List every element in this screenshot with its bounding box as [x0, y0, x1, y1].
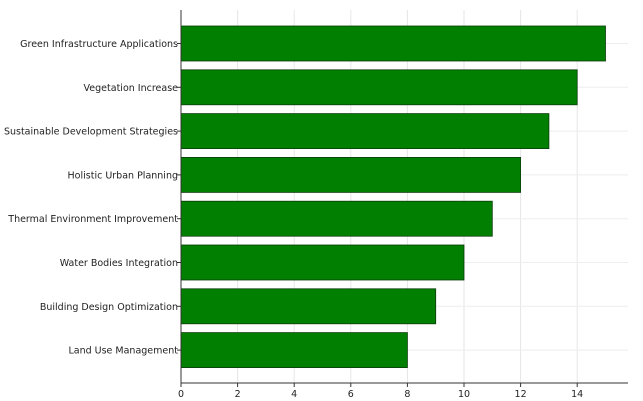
x-tick-label: 14	[571, 389, 583, 400]
grid-layer	[181, 10, 628, 383]
category-label: Water Bodies Integration	[60, 258, 178, 269]
category-label: Holistic Urban Planning	[68, 170, 178, 181]
bar	[180, 25, 606, 62]
category-label: Thermal Environment Improvement	[7, 214, 178, 225]
category-label: Building Design Optimization	[40, 302, 178, 313]
category-label: Green Infrastructure Applications	[20, 39, 178, 50]
axis-layer	[180, 10, 628, 384]
bar	[180, 156, 522, 193]
x-tick-label: 4	[291, 389, 297, 400]
category-label: Vegetation Increase	[84, 83, 179, 94]
x-tick-label: 8	[404, 389, 410, 400]
x-tick-label: 0	[178, 389, 184, 400]
x-ticks: 0 2 4 6 8 10 12 14	[178, 383, 583, 400]
bar	[180, 200, 493, 237]
bar	[180, 244, 465, 281]
x-tick-label: 2	[235, 389, 241, 400]
x-tick-label: 6	[348, 389, 354, 400]
bar	[180, 69, 578, 106]
bar	[180, 288, 437, 325]
category-labels: Green Infrastructure Applications Vegetat…	[4, 39, 181, 357]
x-tick-label: 10	[458, 389, 470, 400]
category-label: Sustainable Development Strategies	[4, 127, 178, 138]
bar-layer	[180, 25, 606, 369]
bar	[180, 113, 550, 149]
x-tick-label: 12	[515, 389, 527, 400]
bar	[180, 332, 408, 369]
category-label: Land Use Management	[68, 346, 178, 357]
